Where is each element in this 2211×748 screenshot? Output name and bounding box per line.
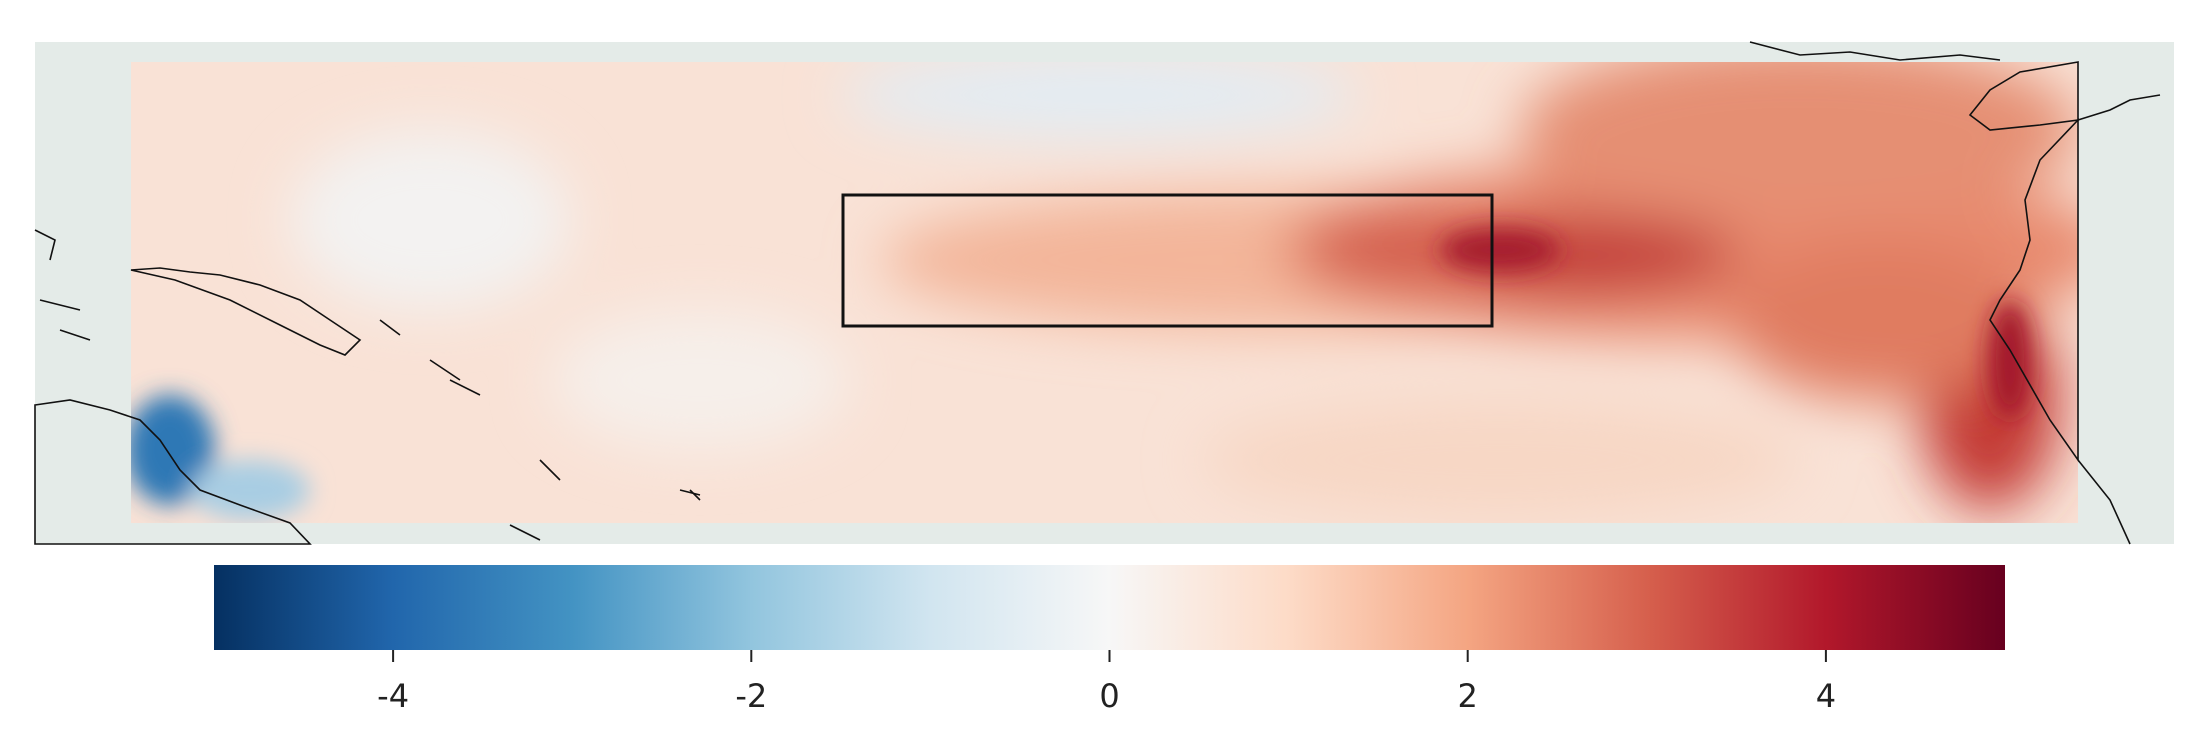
coastlines bbox=[34, 41, 2161, 545]
tick-label: -2 bbox=[735, 677, 767, 715]
tick-label: 0 bbox=[1099, 677, 1119, 715]
colorbar-ticks: -4 -2 0 2 4 bbox=[377, 650, 1836, 715]
region-box bbox=[841, 193, 1494, 328]
tick-label: -4 bbox=[377, 677, 409, 715]
colorbar bbox=[214, 565, 2005, 650]
tick-label: 4 bbox=[1816, 677, 1836, 715]
anomaly-field bbox=[131, 62, 2078, 523]
tick-label: 2 bbox=[1458, 677, 1478, 715]
